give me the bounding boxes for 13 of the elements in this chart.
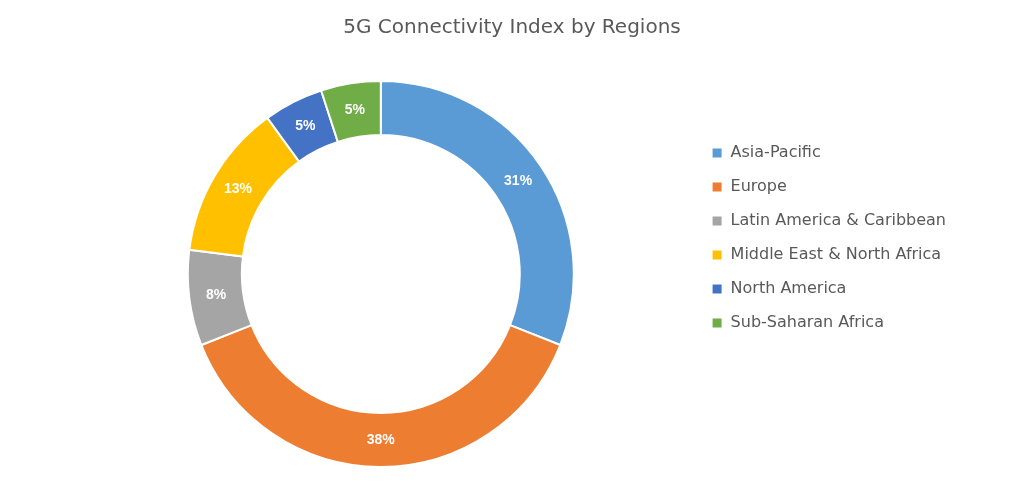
legend-label: Asia-Pacific (730, 142, 821, 162)
data-label: 5% (344, 100, 366, 117)
data-label: 8% (206, 285, 227, 302)
legend-label: Latin America & Caribbean (730, 210, 947, 230)
data-label: 38% (366, 430, 396, 447)
chart-title: 5G Connectivity Index by Regions (343, 14, 681, 39)
legend-label: Europe (730, 176, 787, 196)
legend-label: Sub-Saharan Africa (730, 312, 884, 332)
legend-label: Middle East & North Africa (730, 244, 942, 264)
data-label: 31% (504, 171, 533, 188)
data-label: 13% (223, 180, 253, 197)
data-label: 5% (295, 116, 317, 133)
legend-label: North America (730, 278, 847, 298)
